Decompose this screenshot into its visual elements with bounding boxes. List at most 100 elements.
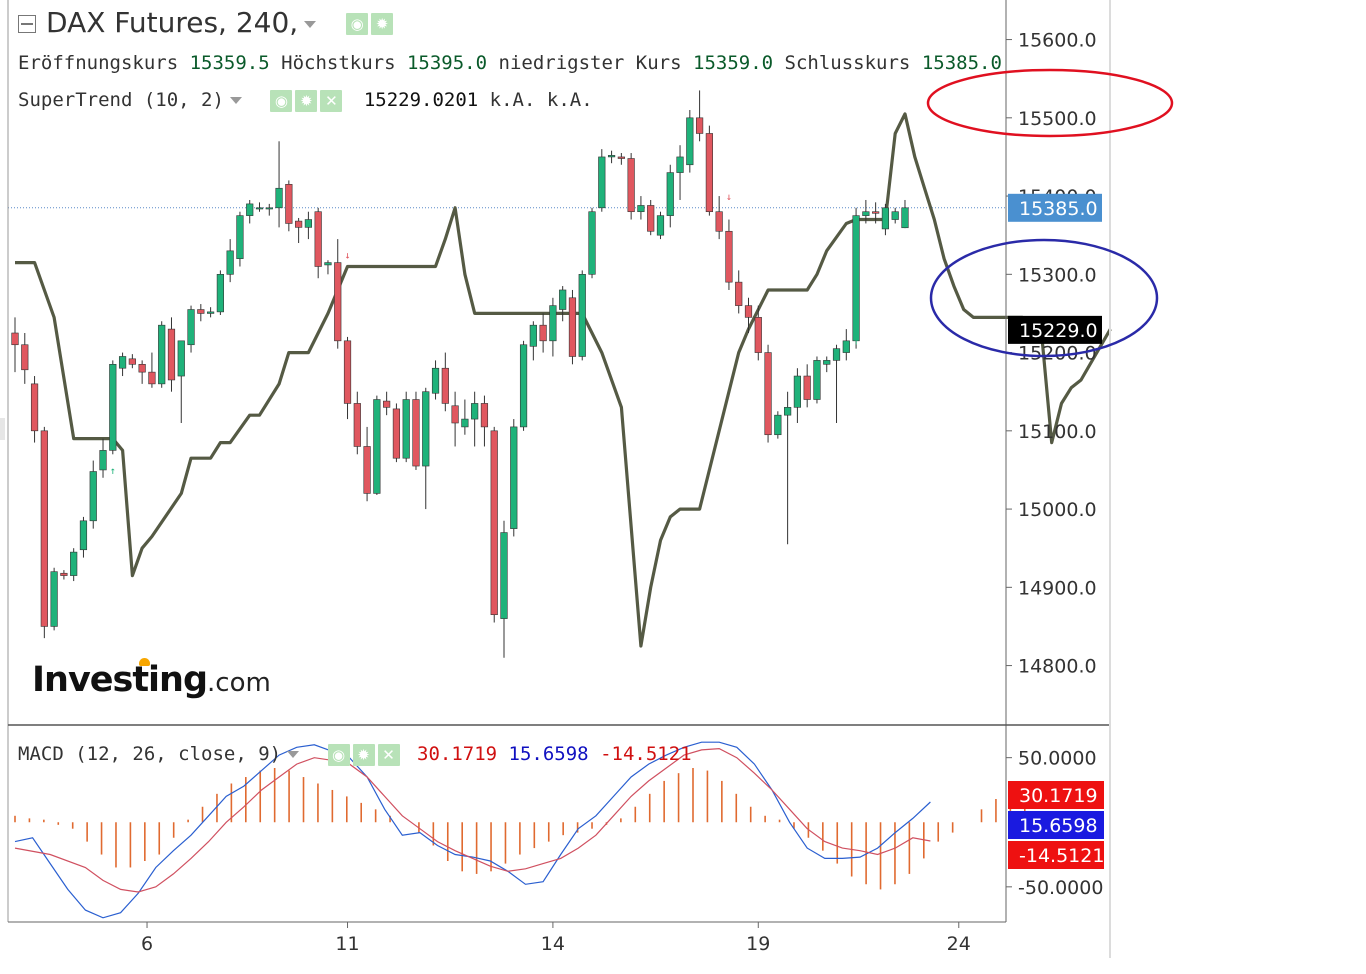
investing-logo: Investing.com — [32, 660, 271, 700]
blue-ellipse-annotation — [929, 238, 1159, 358]
candle-body — [744, 305, 753, 318]
candle-body — [754, 317, 762, 353]
price-tick-label: 14800.0 — [1018, 656, 1097, 678]
low-value: 15359.0 — [693, 52, 774, 74]
candle-body — [177, 340, 185, 377]
candle-body — [686, 117, 694, 166]
candle-body — [236, 215, 244, 259]
time-tick-label: 11 — [335, 933, 359, 955]
candle-body — [832, 348, 841, 361]
macd-line — [14, 741, 931, 919]
supertrend-line — [15, 112, 1112, 648]
price-tick-label: 15000.0 — [1018, 499, 1097, 521]
candle-body — [70, 551, 78, 576]
candle-body — [471, 403, 479, 420]
signal-arrow: ↓ — [345, 251, 351, 262]
logo-suffix: .com — [207, 668, 271, 698]
logo-main: Investing — [32, 660, 208, 700]
na-value-2: k.A. — [546, 89, 593, 111]
candle-body — [99, 450, 107, 471]
macd-signal-line — [14, 747, 931, 893]
candle-body — [255, 207, 264, 210]
candle-body — [246, 203, 254, 216]
candle-body — [295, 220, 303, 228]
candle-body — [275, 187, 283, 209]
signal-arrow: ↑ — [511, 509, 517, 520]
candle-body — [588, 211, 596, 275]
candle-body — [891, 211, 899, 220]
candle-body — [451, 405, 459, 424]
candle-body — [872, 211, 880, 214]
candle-body — [813, 360, 821, 400]
candle-body — [823, 360, 831, 365]
candle-body — [578, 274, 586, 357]
candle-body — [431, 367, 440, 394]
current-price-badge-bg — [1008, 193, 1102, 222]
candle-body — [793, 375, 801, 408]
candle-body — [187, 309, 195, 346]
candle-body — [138, 364, 146, 373]
na-value-1: k.A. — [489, 89, 536, 111]
dropdown-caret-icon[interactable] — [229, 97, 242, 104]
candle-body — [803, 375, 811, 400]
macd-label: MACD (12, 26, close, 9) — [18, 743, 282, 765]
candle-body — [343, 340, 352, 404]
macd-hist-badge-label: 30.1719 — [1019, 785, 1098, 807]
macd-hist-badge-bg — [1008, 781, 1104, 809]
candle-body — [549, 305, 557, 342]
candles-layer: ↑ ↓ ↑ ↓ ↑ — [11, 90, 909, 658]
eye-icon[interactable]: ◉ — [270, 89, 293, 112]
candle-body — [226, 250, 234, 275]
candle-body — [118, 356, 127, 369]
grid-layer — [8, 0, 1366, 970]
supertrend-badge-label: 15229.0 — [1019, 320, 1098, 342]
candle-body — [480, 403, 489, 428]
eye-icon[interactable]: ◉ — [327, 743, 350, 766]
candle-body — [324, 262, 332, 266]
candle-body — [265, 207, 273, 210]
candle-body — [666, 172, 674, 216]
candle-body — [627, 158, 635, 213]
price-tick-label: 14900.0 — [1018, 577, 1097, 599]
macd-signal-value: -14.5121 — [600, 743, 692, 765]
red-ellipse-annotation — [926, 68, 1174, 138]
close-icon[interactable]: ✕ — [320, 89, 343, 112]
gear-icon[interactable]: ✹ — [371, 13, 394, 35]
candle-body — [774, 414, 782, 436]
candle-body — [128, 358, 136, 365]
low-label: niedrigster Kurs — [498, 52, 682, 74]
chart-title: DAX Futures, 240, — [46, 6, 299, 39]
candle-body — [705, 133, 713, 213]
macd-tick-label: -50.0000 — [1018, 877, 1103, 899]
candle-body — [441, 367, 449, 404]
candle-body — [607, 155, 616, 158]
macd-legend: MACD (12, 26, close, 9) ◉ ✹ ✕ 30.1719 15.6… — [18, 743, 692, 766]
candle-body — [109, 364, 117, 451]
supertrend-value: 15229.0201 — [363, 89, 479, 111]
eye-icon[interactable]: ◉ — [346, 13, 369, 35]
signal-arrow: ↓ — [726, 192, 732, 203]
candle-body — [11, 332, 19, 346]
axes-layer: 15600.015500.015400.015300.015200.015100… — [0, 0, 1111, 958]
candle-body — [30, 383, 39, 432]
candle-body — [304, 219, 313, 228]
gear-icon[interactable]: ✹ — [295, 89, 318, 112]
candle-body — [60, 572, 68, 576]
dropdown-caret-icon[interactable] — [287, 751, 300, 758]
gear-icon[interactable]: ✹ — [352, 743, 375, 766]
collapse-icon[interactable] — [18, 15, 36, 33]
candle-body — [519, 344, 528, 428]
macd-signal-badge-bg — [1008, 841, 1104, 869]
dropdown-caret-icon[interactable] — [304, 20, 317, 28]
signal-arrow: ↑ — [110, 466, 116, 477]
macd-signal-badge-label: -14.5121 — [1019, 845, 1104, 867]
candle-body — [852, 215, 860, 342]
ohlc-legend: Eröffnungskurs 15359.5 Höchstkurs 15395.… — [18, 52, 1002, 74]
close-icon[interactable]: ✕ — [377, 743, 400, 766]
macd-line-value: 15.6598 — [508, 743, 589, 765]
candle-body — [539, 324, 547, 342]
macd-layer — [14, 741, 1026, 919]
annotations-layer — [926, 68, 1174, 358]
